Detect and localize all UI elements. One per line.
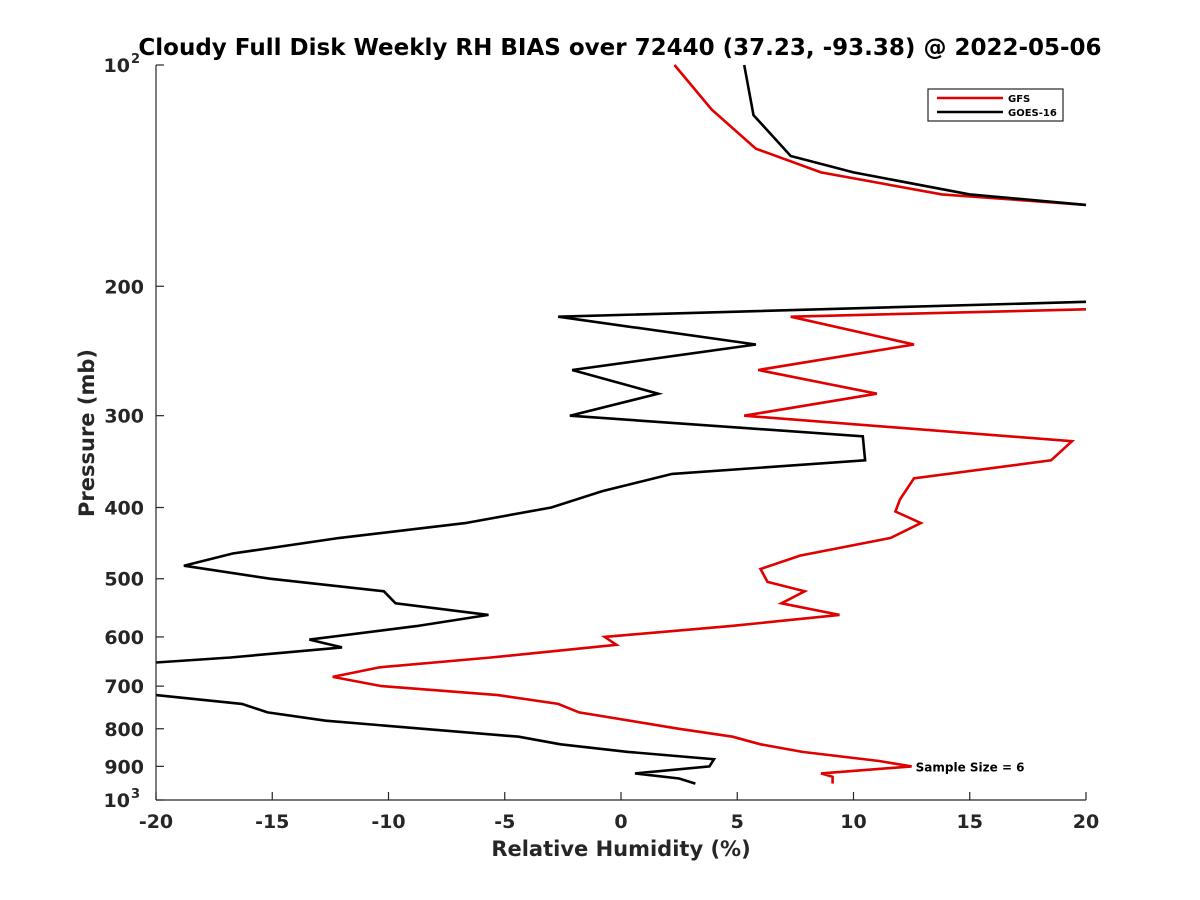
x-tick-label: -20 [139, 811, 173, 833]
legend-label: GFS [1008, 94, 1030, 105]
x-axis-title: Relative Humidity (%) [491, 837, 750, 861]
y-tick-label: 400 [104, 498, 144, 520]
y-tick-label: 800 [104, 719, 144, 741]
legend: GFS GOES-16 [927, 88, 1064, 122]
chart-title: Cloudy Full Disk Weekly RH BIAS over 724… [138, 35, 1101, 61]
x-tick-label: 15 [957, 811, 983, 833]
y-tick-label-exponent: 2 [131, 52, 140, 67]
y-tick-label: 600 [104, 627, 144, 649]
x-tick-label: -10 [371, 811, 405, 833]
sample-size-annotation: Sample Size = 6 [916, 760, 1025, 774]
x-tick-label: 5 [731, 811, 744, 833]
legend-box [927, 88, 1064, 122]
x-tick-label: 10 [840, 811, 866, 833]
series-layer [155, 64, 1087, 785]
x-tick-label: 0 [614, 811, 627, 833]
y-tick-label-base: 10 [104, 55, 130, 77]
y-tick-label: 500 [104, 569, 144, 591]
series-line-goes-16 [155, 64, 1087, 785]
y-tick-label: 200 [104, 276, 144, 298]
x-tick-label: -5 [494, 811, 515, 833]
legend-label: GOES-16 [1008, 108, 1057, 119]
y-tick-label-base: 10 [104, 790, 130, 812]
series-line-gfs [332, 64, 1087, 784]
y-tick-label: 300 [104, 406, 144, 428]
y-axis-title: Pressure (mb) [75, 349, 99, 517]
y-tick-label-exponent: 3 [131, 787, 140, 802]
x-ticks: -20 -15 -10 -5 0 5 10 15 20 [139, 792, 1099, 833]
x-tick-label: -15 [255, 811, 289, 833]
y-tick-label: 700 [104, 676, 144, 698]
x-tick-label: 20 [1073, 811, 1099, 833]
y-tick-label: 900 [104, 756, 144, 778]
annotations: Sample Size = 6 [916, 760, 1025, 774]
